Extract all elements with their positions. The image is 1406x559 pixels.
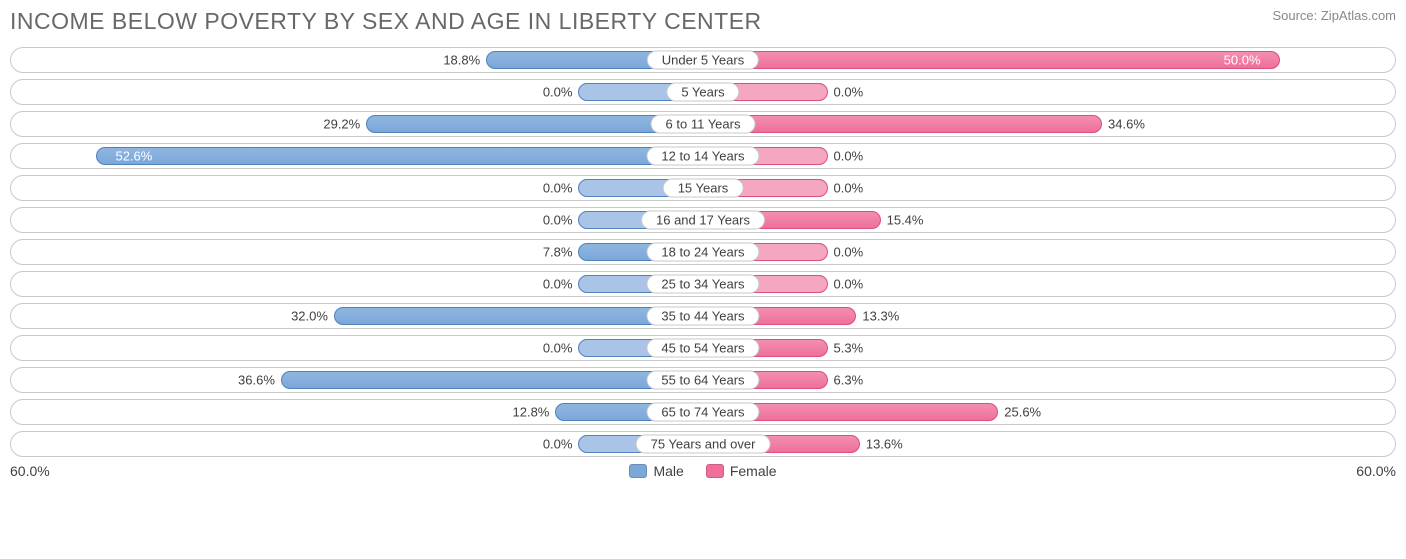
male-value: 12.8% [513, 405, 550, 420]
legend-male-label: Male [653, 463, 683, 479]
female-value: 0.0% [834, 149, 864, 164]
chart-row: 52.6% 0.0% 12 to 14 Years [10, 143, 1396, 169]
female-value: 50.0% [1224, 53, 1261, 68]
chart-legend: Male Female [629, 463, 776, 479]
chart-header: INCOME BELOW POVERTY BY SEX AND AGE IN L… [10, 8, 1396, 35]
male-value: 36.6% [238, 373, 275, 388]
female-value: 0.0% [834, 277, 864, 292]
chart-row: 0.0% 0.0% 25 to 34 Years [10, 271, 1396, 297]
age-label: 12 to 14 Years [646, 147, 759, 166]
female-swatch-icon [706, 464, 724, 478]
male-value: 0.0% [543, 213, 573, 228]
female-value: 15.4% [887, 213, 924, 228]
male-value: 29.2% [323, 117, 360, 132]
chart-rows: 18.8% 50.0% Under 5 Years 0.0% 0.0% 5 Years 29… [10, 47, 1396, 457]
female-value: 34.6% [1108, 117, 1145, 132]
male-value: 0.0% [543, 181, 573, 196]
age-label: 16 and 17 Years [641, 211, 765, 230]
male-bar [96, 147, 703, 165]
axis-left-label: 60.0% [10, 463, 50, 479]
age-label: 25 to 34 Years [646, 275, 759, 294]
female-bar [703, 115, 1102, 133]
legend-male: Male [629, 463, 683, 479]
chart-row: 29.2% 34.6% 6 to 11 Years [10, 111, 1396, 137]
age-label: 45 to 54 Years [646, 339, 759, 358]
chart-row: 12.8% 25.6% 65 to 74 Years [10, 399, 1396, 425]
legend-female-label: Female [730, 463, 777, 479]
chart-row: 18.8% 50.0% Under 5 Years [10, 47, 1396, 73]
chart-row: 0.0% 15.4% 16 and 17 Years [10, 207, 1396, 233]
age-label: 15 Years [663, 179, 744, 198]
chart-source: Source: ZipAtlas.com [1272, 8, 1396, 23]
male-value: 18.8% [443, 53, 480, 68]
male-value: 7.8% [543, 245, 573, 260]
poverty-chart: INCOME BELOW POVERTY BY SEX AND AGE IN L… [0, 0, 1406, 489]
age-label: 55 to 64 Years [646, 371, 759, 390]
chart-row: 32.0% 13.3% 35 to 44 Years [10, 303, 1396, 329]
chart-row: 7.8% 0.0% 18 to 24 Years [10, 239, 1396, 265]
male-value: 0.0% [543, 277, 573, 292]
age-label: 75 Years and over [636, 435, 771, 454]
age-label: 18 to 24 Years [646, 243, 759, 262]
age-label: 5 Years [666, 83, 739, 102]
age-label: 35 to 44 Years [646, 307, 759, 326]
chart-row: 36.6% 6.3% 55 to 64 Years [10, 367, 1396, 393]
chart-row: 0.0% 0.0% 15 Years [10, 175, 1396, 201]
male-value: 32.0% [291, 309, 328, 324]
female-value: 0.0% [834, 181, 864, 196]
age-label: 6 to 11 Years [651, 115, 756, 134]
female-value: 13.6% [866, 437, 903, 452]
chart-row: 0.0% 13.6% 75 Years and over [10, 431, 1396, 457]
male-bar [281, 371, 703, 389]
chart-row: 0.0% 0.0% 5 Years [10, 79, 1396, 105]
male-value: 52.6% [115, 149, 152, 164]
chart-row: 0.0% 5.3% 45 to 54 Years [10, 335, 1396, 361]
female-value: 6.3% [834, 373, 864, 388]
female-bar [703, 51, 1280, 69]
female-value: 0.0% [834, 245, 864, 260]
female-value: 25.6% [1004, 405, 1041, 420]
age-label: 65 to 74 Years [646, 403, 759, 422]
legend-female: Female [706, 463, 777, 479]
male-value: 0.0% [543, 437, 573, 452]
female-value: 13.3% [862, 309, 899, 324]
male-value: 0.0% [543, 85, 573, 100]
male-swatch-icon [629, 464, 647, 478]
age-label: Under 5 Years [647, 51, 759, 70]
axis-right-label: 60.0% [1356, 463, 1396, 479]
female-value: 0.0% [834, 85, 864, 100]
male-value: 0.0% [543, 341, 573, 356]
female-value: 5.3% [834, 341, 864, 356]
chart-title: INCOME BELOW POVERTY BY SEX AND AGE IN L… [10, 8, 762, 35]
chart-axis: 60.0% Male Female 60.0% [10, 463, 1396, 479]
